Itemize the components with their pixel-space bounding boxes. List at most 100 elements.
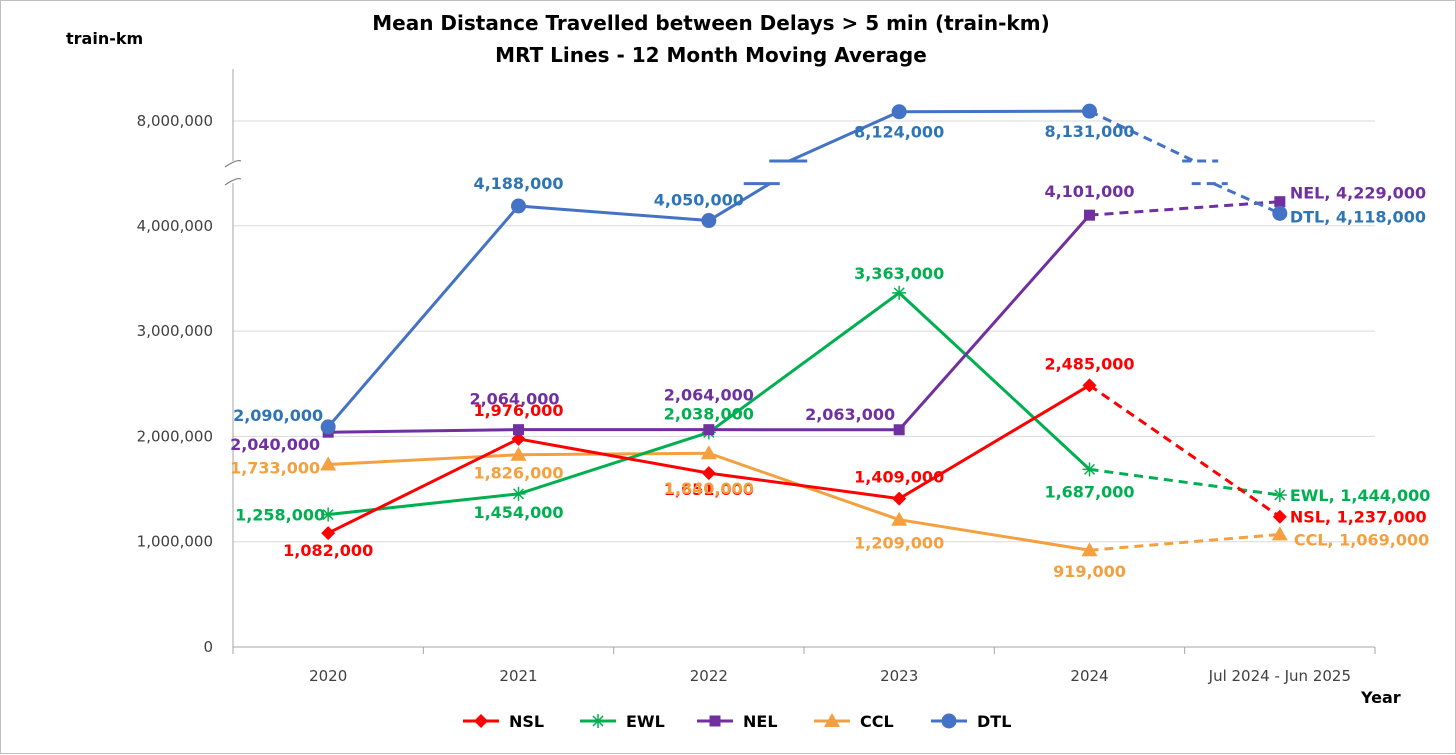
- series-line: [788, 110, 900, 163]
- x-tick-label: 2020: [309, 667, 347, 685]
- y-tick-label: 1,000,000: [137, 533, 213, 551]
- series-line: [1088, 109, 1195, 163]
- chart-title: Mean Distance Travelled between Delays >…: [372, 11, 1049, 35]
- data-point: [1084, 209, 1095, 221]
- data-label-nsl: 1,409,000: [854, 468, 944, 487]
- data-point: [891, 104, 907, 120]
- data-point: [892, 491, 907, 506]
- data-point: [1082, 103, 1097, 119]
- data-point: [511, 431, 526, 446]
- data-point: [474, 714, 488, 728]
- data-point: [1271, 526, 1288, 541]
- data-point: [700, 445, 717, 460]
- data-point: [703, 424, 715, 436]
- data-point: [1272, 509, 1287, 524]
- data-label-nsl: 1,651,000: [664, 480, 754, 499]
- data-label-nel: NEL, 4,229,000: [1290, 184, 1426, 203]
- series-line: [1213, 182, 1281, 215]
- legend-label: NEL: [743, 712, 778, 731]
- data-point: [824, 713, 840, 727]
- data-label-ccl: 1,733,000: [230, 459, 320, 478]
- data-label-ewl: 1,454,000: [473, 503, 563, 522]
- legend: NSL EWL NEL CCL DTL: [463, 712, 1011, 731]
- y-tick-label: 2,000,000: [137, 427, 213, 445]
- data-point: [320, 419, 336, 435]
- y-axis-label: train-km: [66, 29, 143, 48]
- data-label-nel: 2,064,000: [469, 390, 559, 409]
- data-point: [1081, 542, 1098, 557]
- data-label-nel: 4,101,000: [1044, 182, 1134, 201]
- data-label-nsl: 1,976,000: [473, 401, 563, 420]
- data-point: [893, 424, 905, 436]
- x-tick-label: 2024: [1070, 667, 1108, 685]
- legend-item-ccl: CCL: [814, 712, 894, 731]
- x-axis-label: Year: [1360, 688, 1401, 707]
- legend-label: CCL: [860, 712, 894, 731]
- x-tick-label: Jul 2024 - Jun 2025: [1208, 667, 1351, 685]
- data-point: [1272, 205, 1288, 221]
- data-label-ewl: 1,687,000: [1044, 482, 1134, 501]
- data-point: [1082, 462, 1097, 477]
- legend-item-nel: NEL: [697, 712, 778, 731]
- series-line: [518, 204, 709, 223]
- legend-item-ewl: EWL: [580, 712, 665, 731]
- data-point: [1082, 378, 1097, 393]
- data-label-nsl: 2,485,000: [1044, 354, 1134, 373]
- series-layer: [320, 103, 1288, 557]
- series-line-projection: [1088, 384, 1281, 518]
- data-point: [701, 466, 716, 481]
- x-tick-label: 2022: [690, 667, 728, 685]
- series-dtl: [320, 103, 1288, 435]
- data-point: [511, 486, 526, 501]
- data-label-ewl: 3,363,000: [854, 264, 944, 283]
- chart-subtitle: MRT Lines - 12 Month Moving Average: [495, 43, 927, 67]
- data-label-nel: 2,063,000: [805, 405, 895, 424]
- data-label-nsl: NSL, 1,237,000: [1290, 508, 1427, 527]
- y-tick-label: 8,000,000: [137, 112, 213, 130]
- data-label-dtl: 4,050,000: [654, 191, 744, 210]
- y-tick-label: 4,000,000: [137, 217, 213, 235]
- legend-item-nsl: NSL: [463, 712, 544, 731]
- data-point: [891, 511, 908, 526]
- series-line-projection: [1089, 532, 1280, 552]
- data-label-nel: 2,064,000: [664, 386, 754, 405]
- data-label-dtl: 2,090,000: [233, 406, 323, 425]
- data-point: [1274, 196, 1286, 208]
- legend-label: NSL: [509, 712, 544, 731]
- data-point: [511, 198, 526, 214]
- data-label-dtl: 8,124,000: [854, 123, 944, 142]
- data-label-dtl: 4,188,000: [473, 174, 563, 193]
- data-point: [1272, 487, 1287, 502]
- series-nsl: [321, 378, 1287, 541]
- x-tick-label: 2021: [499, 667, 537, 685]
- data-label-dtl: DTL, 4,118,000: [1290, 207, 1426, 226]
- data-label-ewl: 2,038,000: [664, 404, 754, 423]
- axes: 0 1,000,000 2,000,000 3,000,000 4,000,000 8,0…: [137, 69, 1376, 685]
- data-label-ccl: CCL, 1,069,000: [1294, 530, 1429, 549]
- data-point: [510, 446, 527, 461]
- y-tick-label: 0: [203, 638, 213, 656]
- data-label-ewl: EWL, 1,444,000: [1290, 486, 1431, 505]
- series-line: [899, 109, 1090, 114]
- data-labels: 1,082,000 1,976,000 1,651,000 1,409,000 2,48…: [230, 122, 1430, 581]
- data-label-ccl: 919,000: [1053, 562, 1126, 581]
- data-label-ccl: 1,209,000: [854, 534, 944, 553]
- data-label-dtl: 8,131,000: [1044, 122, 1134, 141]
- data-point: [321, 507, 336, 522]
- series-line-projection: [1089, 200, 1280, 217]
- series-nel: [322, 196, 1286, 438]
- series-line-projection: [1089, 467, 1281, 497]
- series-line: [327, 205, 520, 428]
- legend-label: DTL: [977, 712, 1011, 731]
- data-point: [701, 213, 717, 229]
- y-tick-label: 3,000,000: [137, 322, 213, 340]
- data-point: [892, 285, 907, 300]
- series-line: [708, 182, 771, 222]
- data-label-ccl: 1,826,000: [473, 464, 563, 483]
- data-label-nel: 2,040,000: [230, 435, 320, 454]
- gridlines: [233, 120, 1375, 543]
- data-point: [320, 456, 337, 471]
- data-point: [941, 713, 957, 729]
